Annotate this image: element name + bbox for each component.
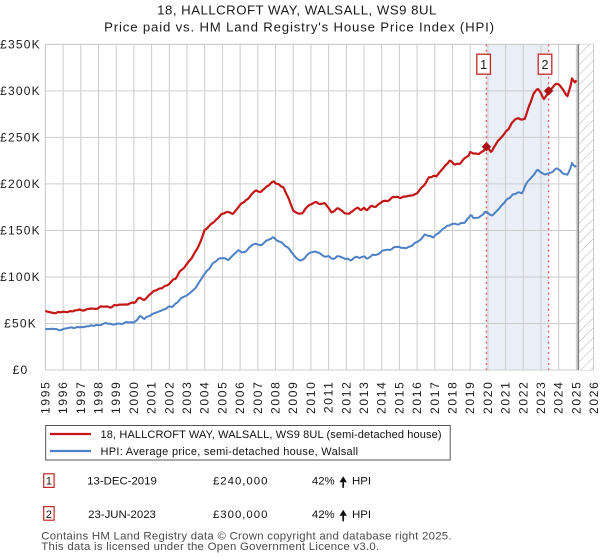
svg-text:2011: 2011 <box>322 381 336 414</box>
svg-text:2009: 2009 <box>286 381 300 415</box>
svg-text:This data is licensed under th: This data is licensed under the Open Gov… <box>41 541 379 553</box>
svg-text:£300,000: £300,000 <box>213 509 268 521</box>
svg-text:2026: 2026 <box>587 381 600 415</box>
svg-text:£350K: £350K <box>0 38 41 52</box>
svg-text:2: 2 <box>46 509 52 521</box>
svg-text:£250K: £250K <box>0 131 41 145</box>
svg-text:HPI: Average price, semi-detac: HPI: Average price, semi-detached house,… <box>101 446 359 458</box>
svg-text:£150K: £150K <box>0 224 41 238</box>
svg-text:42%: 42% <box>312 476 335 488</box>
svg-text:£200K: £200K <box>0 177 41 191</box>
svg-text:18, HALLCROFT WAY, WALSALL, WS: 18, HALLCROFT WAY, WALSALL, WS9 8UL <box>157 3 437 18</box>
svg-text:£300K: £300K <box>0 84 41 98</box>
svg-text:2002: 2002 <box>162 381 176 415</box>
svg-text:2006: 2006 <box>233 381 247 415</box>
svg-text:42%: 42% <box>312 509 335 521</box>
svg-text:HPI: HPI <box>352 509 371 521</box>
svg-text:£240,000: £240,000 <box>213 476 268 488</box>
svg-text:2004: 2004 <box>198 381 212 415</box>
svg-text:Price paid vs. HM Land Registr: Price paid vs. HM Land Registry's House … <box>104 20 495 35</box>
svg-text:2016: 2016 <box>410 381 424 415</box>
svg-text:1996: 1996 <box>56 381 70 415</box>
svg-text:2019: 2019 <box>463 381 477 415</box>
svg-text:£100K: £100K <box>0 270 41 284</box>
svg-text:£50K: £50K <box>4 317 37 331</box>
svg-text:1: 1 <box>480 58 487 72</box>
svg-text:2000: 2000 <box>127 381 141 415</box>
svg-text:2003: 2003 <box>180 381 194 415</box>
svg-text:2001: 2001 <box>145 381 159 415</box>
svg-text:1998: 1998 <box>92 381 106 415</box>
svg-text:2017: 2017 <box>428 381 442 415</box>
svg-text:2014: 2014 <box>375 381 389 415</box>
svg-text:2015: 2015 <box>392 381 406 415</box>
svg-text:1995: 1995 <box>38 381 52 415</box>
svg-text:23-JUN-2023: 23-JUN-2023 <box>88 509 156 521</box>
svg-text:1999: 1999 <box>109 381 123 415</box>
svg-text:HPI: HPI <box>352 476 371 488</box>
svg-text:Contains HM Land Registry data: Contains HM Land Registry data © Crown c… <box>41 531 452 543</box>
svg-text:2024: 2024 <box>552 381 566 415</box>
svg-text:2020: 2020 <box>481 381 495 415</box>
svg-text:2008: 2008 <box>269 381 283 415</box>
svg-text:1997: 1997 <box>74 381 88 415</box>
svg-text:2013: 2013 <box>357 381 371 415</box>
svg-text:2010: 2010 <box>304 381 318 415</box>
svg-text:13-DEC-2019: 13-DEC-2019 <box>87 476 157 488</box>
svg-text:£0: £0 <box>13 363 29 377</box>
svg-text:1: 1 <box>46 475 52 487</box>
svg-text:2018: 2018 <box>446 381 460 415</box>
svg-text:2: 2 <box>542 58 549 72</box>
svg-text:2023: 2023 <box>534 381 548 415</box>
svg-text:2025: 2025 <box>569 381 583 415</box>
svg-text:2022: 2022 <box>516 381 530 415</box>
svg-text:2007: 2007 <box>251 381 265 415</box>
svg-text:2012: 2012 <box>339 381 353 415</box>
svg-text:2005: 2005 <box>215 381 229 415</box>
svg-text:2021: 2021 <box>499 381 513 415</box>
svg-text:18, HALLCROFT WAY, WALSALL, WS: 18, HALLCROFT WAY, WALSALL, WS9 8UL (sem… <box>101 429 442 441</box>
